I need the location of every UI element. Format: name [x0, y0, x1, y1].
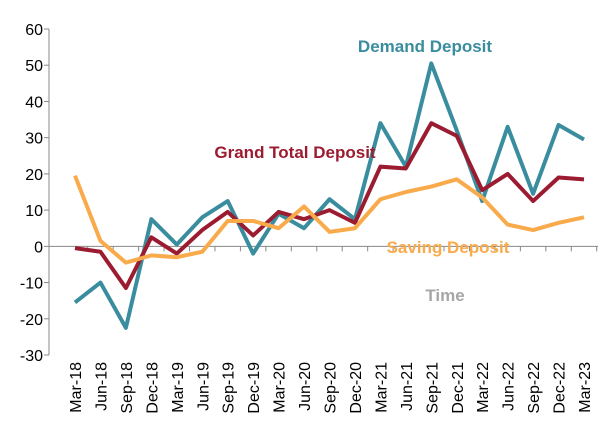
series-line — [73, 174, 585, 265]
x-tick-label: Dec-19 — [246, 362, 263, 414]
x-tick-label: Jun-22 — [501, 362, 518, 411]
series-label: Saving Deposit — [387, 238, 510, 257]
x-tick-label: Jun-19 — [195, 362, 212, 411]
x-tick-label: Mar-22 — [475, 362, 492, 413]
series-line — [74, 121, 585, 290]
x-tick-label: Sep-20 — [323, 362, 340, 414]
x-tick-label: Jun-18 — [93, 362, 110, 411]
y-tick-label: 0 — [34, 239, 43, 256]
x-tick-label: Dec-21 — [450, 362, 467, 414]
y-tick-label: -20 — [20, 312, 43, 329]
x-tick-label: Jun-21 — [399, 362, 416, 411]
y-tick-label: 20 — [25, 167, 43, 184]
x-axis-label: Time — [425, 286, 464, 305]
y-tick-label: 30 — [25, 131, 43, 148]
x-tick-label: Mar-23 — [577, 362, 594, 413]
x-tick-label: Sep-21 — [424, 362, 441, 414]
series-label: Demand Deposit — [358, 37, 492, 56]
series-label: Grand Total Deposit — [214, 143, 376, 162]
y-tick-label: -30 — [20, 348, 43, 365]
y-tick-label: -10 — [20, 276, 43, 293]
x-tick-label: Mar-19 — [170, 362, 187, 413]
x-tick-label: Sep-18 — [119, 362, 136, 414]
x-tick-label: Jun-20 — [297, 362, 314, 411]
x-tick-label: Dec-18 — [144, 362, 161, 414]
x-tick-label: Sep-19 — [221, 362, 238, 414]
x-tick-label: Dec-20 — [348, 362, 365, 414]
y-tick-label: 10 — [25, 203, 43, 220]
y-tick-label: 60 — [25, 22, 43, 39]
x-tick-label: Dec-22 — [552, 362, 569, 414]
x-tick-label: Mar-20 — [272, 362, 289, 413]
y-tick-label: 40 — [25, 94, 43, 111]
y-tick-label: 50 — [25, 58, 43, 75]
x-tick-label: Mar-21 — [373, 362, 390, 413]
x-tick-label: Sep-22 — [526, 362, 543, 414]
series-line — [73, 61, 585, 330]
x-tick-label: Mar-18 — [68, 362, 85, 413]
